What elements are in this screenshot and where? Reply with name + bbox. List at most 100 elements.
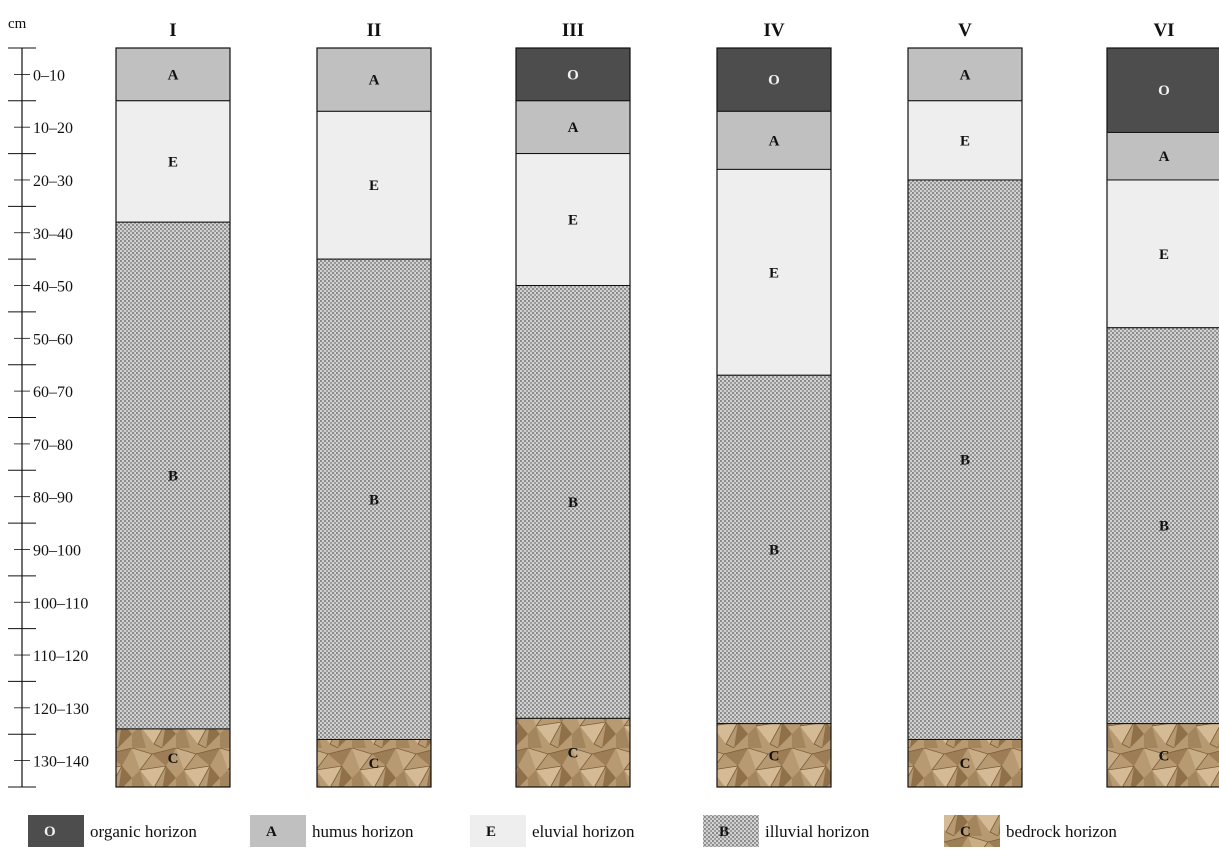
horizon-label: A (369, 73, 380, 89)
horizon-label: B (568, 495, 578, 511)
horizon-label: E (568, 213, 578, 229)
legend-label: illuvial horizon (765, 822, 870, 841)
horizon-label: C (568, 746, 579, 762)
depth-tick-label: 120–130 (33, 701, 89, 718)
horizon-label: B (960, 453, 970, 469)
profile-column-V: V A E B C (907, 20, 1023, 788)
horizon-label: E (369, 178, 379, 194)
horizon-label: A (769, 133, 780, 149)
horizon-label: E (769, 265, 779, 281)
legend-swatch-letter: A (266, 824, 277, 840)
depth-tick-label: 30–40 (33, 226, 73, 243)
horizon-C-segment (515, 717, 631, 788)
legend-label: organic horizon (90, 822, 197, 841)
depth-tick-label: 50–60 (33, 331, 73, 348)
horizon-C-segment (907, 738, 1023, 788)
horizon-label: B (769, 542, 779, 558)
horizon-label: B (168, 469, 178, 485)
horizon-B-segment (907, 179, 1023, 740)
horizon-label: A (568, 120, 579, 136)
horizon-A-segment (716, 110, 832, 170)
horizon-label: E (960, 133, 970, 149)
depth-tick-label: 0–10 (33, 67, 65, 84)
horizon-label: C (168, 751, 179, 767)
profile-outline (515, 47, 631, 788)
profile-columns: I A E B C II A E B C III O A E B C IV O A E B C V A E B C VI O A E B C (115, 20, 1219, 788)
legend-label: humus horizon (312, 822, 414, 841)
depth-tick-label: 90–100 (33, 542, 81, 559)
profile-title: IV (763, 20, 784, 41)
horizon-E-segment (515, 153, 631, 287)
horizon-A-segment (316, 47, 432, 112)
legend-swatch-letter: O (44, 824, 56, 840)
horizon-label: C (960, 756, 971, 772)
depth-unit-label: cm (8, 16, 27, 32)
depth-tick-label: 20–30 (33, 173, 73, 190)
horizon-label: A (1159, 149, 1170, 165)
legend-swatch (944, 815, 1000, 847)
legend-swatch (470, 815, 526, 847)
horizon-label: A (960, 67, 971, 83)
profile-column-VI: VI O A E B C (1106, 20, 1219, 788)
profile-outline (316, 47, 432, 788)
legend-label: bedrock horizon (1006, 822, 1117, 841)
horizon-label: O (1158, 83, 1170, 99)
horizon-label: E (1159, 247, 1169, 263)
depth-tick-label: 80–90 (33, 490, 73, 507)
horizon-label: B (1159, 519, 1169, 535)
profile-column-III: III O A E B C (515, 20, 631, 788)
depth-tick-label: 10–20 (33, 120, 73, 137)
horizon-C-segment (1106, 723, 1219, 788)
horizon-B-segment (716, 374, 832, 725)
legend-swatch (250, 815, 306, 847)
horizon-A-segment (515, 100, 631, 155)
horizon-B-segment (316, 258, 432, 740)
profile-title: III (562, 20, 584, 41)
depth-tick-label: 70–80 (33, 437, 73, 454)
profile-title: II (367, 20, 382, 41)
horizon-label: C (369, 756, 380, 772)
legend-swatch-letter: B (719, 824, 729, 840)
horizon-E-segment (907, 100, 1023, 181)
profile-column-I: I A E B C (115, 20, 231, 788)
horizon-B-segment (115, 221, 231, 730)
horizon-A-segment (1106, 131, 1219, 181)
horizon-label: O (567, 67, 579, 83)
profile-outline (115, 47, 231, 788)
profile-outline (907, 47, 1023, 788)
depth-tick-label: 40–50 (33, 279, 73, 296)
depth-tick-label: 130–140 (33, 754, 89, 771)
horizon-label: E (168, 154, 178, 170)
legend-swatch (703, 815, 759, 847)
depth-tick-label: 110–120 (33, 648, 88, 665)
horizon-label: A (168, 67, 179, 83)
legend-swatch (28, 815, 84, 847)
horizon-label: C (1159, 748, 1170, 764)
horizon-label: C (769, 748, 780, 764)
horizon-C-segment (115, 728, 231, 788)
depth-axis: 0–10 10–20 20–30 30–40 40–50 50–60 60–70 70–80 8… (8, 47, 89, 788)
profile-column-IV: IV O A E B C (716, 20, 832, 788)
profile-column-II: II A E B C (316, 20, 432, 788)
profile-outline (716, 47, 832, 788)
legend-label: eluvial horizon (532, 822, 635, 841)
legend-swatch-letter: C (960, 824, 971, 840)
profile-title: V (958, 20, 972, 41)
horizon-O-segment (1106, 47, 1219, 133)
depth-tick-label: 60–70 (33, 384, 73, 401)
horizon-label: B (369, 492, 379, 508)
legend-swatch-letter: E (486, 824, 496, 840)
profile-title: I (169, 20, 176, 41)
horizon-E-segment (1106, 179, 1219, 329)
depth-tick-label: 100–110 (33, 595, 88, 612)
horizon-label: O (768, 73, 780, 89)
profile-outline (1106, 47, 1219, 788)
profile-title: VI (1153, 20, 1174, 41)
